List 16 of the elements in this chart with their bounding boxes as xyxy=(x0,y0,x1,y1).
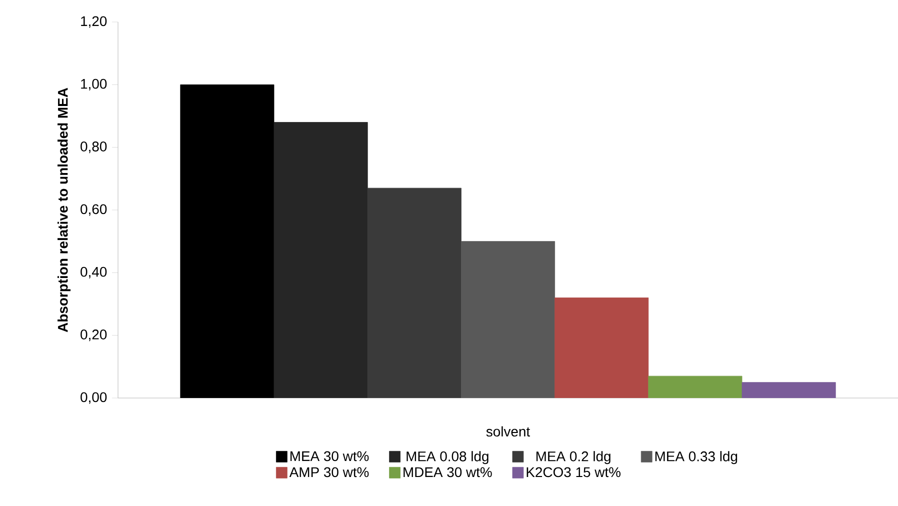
legend-label: MEA 0.08 ldg xyxy=(406,451,488,464)
y-tick-label: 1,20 xyxy=(81,16,107,28)
y-axis-title: Absorption relative to unloaded MEA xyxy=(58,88,71,332)
x-axis-title: solvent xyxy=(486,426,530,437)
legend-label: MEA 0.33 ldg xyxy=(655,451,738,464)
legend-label: MDEA 30 wt% xyxy=(404,467,492,478)
y-tick-label: 1,00 xyxy=(81,78,107,90)
y-tick-label: 0,60 xyxy=(80,204,107,216)
y-tick-label: 0,20 xyxy=(80,330,107,342)
legend-label: MEA 30 wt% xyxy=(290,451,369,462)
legend-label: MEA 0.2 ldg xyxy=(536,451,610,464)
legend-label: K2CO3 15 wt% xyxy=(526,467,620,478)
legend-label: AMP 30 wt% xyxy=(289,467,369,478)
y-tick-label: 0,00 xyxy=(80,392,107,404)
y-tick-label: 0,40 xyxy=(80,266,107,278)
y-tick-label: 0,80 xyxy=(80,142,107,154)
